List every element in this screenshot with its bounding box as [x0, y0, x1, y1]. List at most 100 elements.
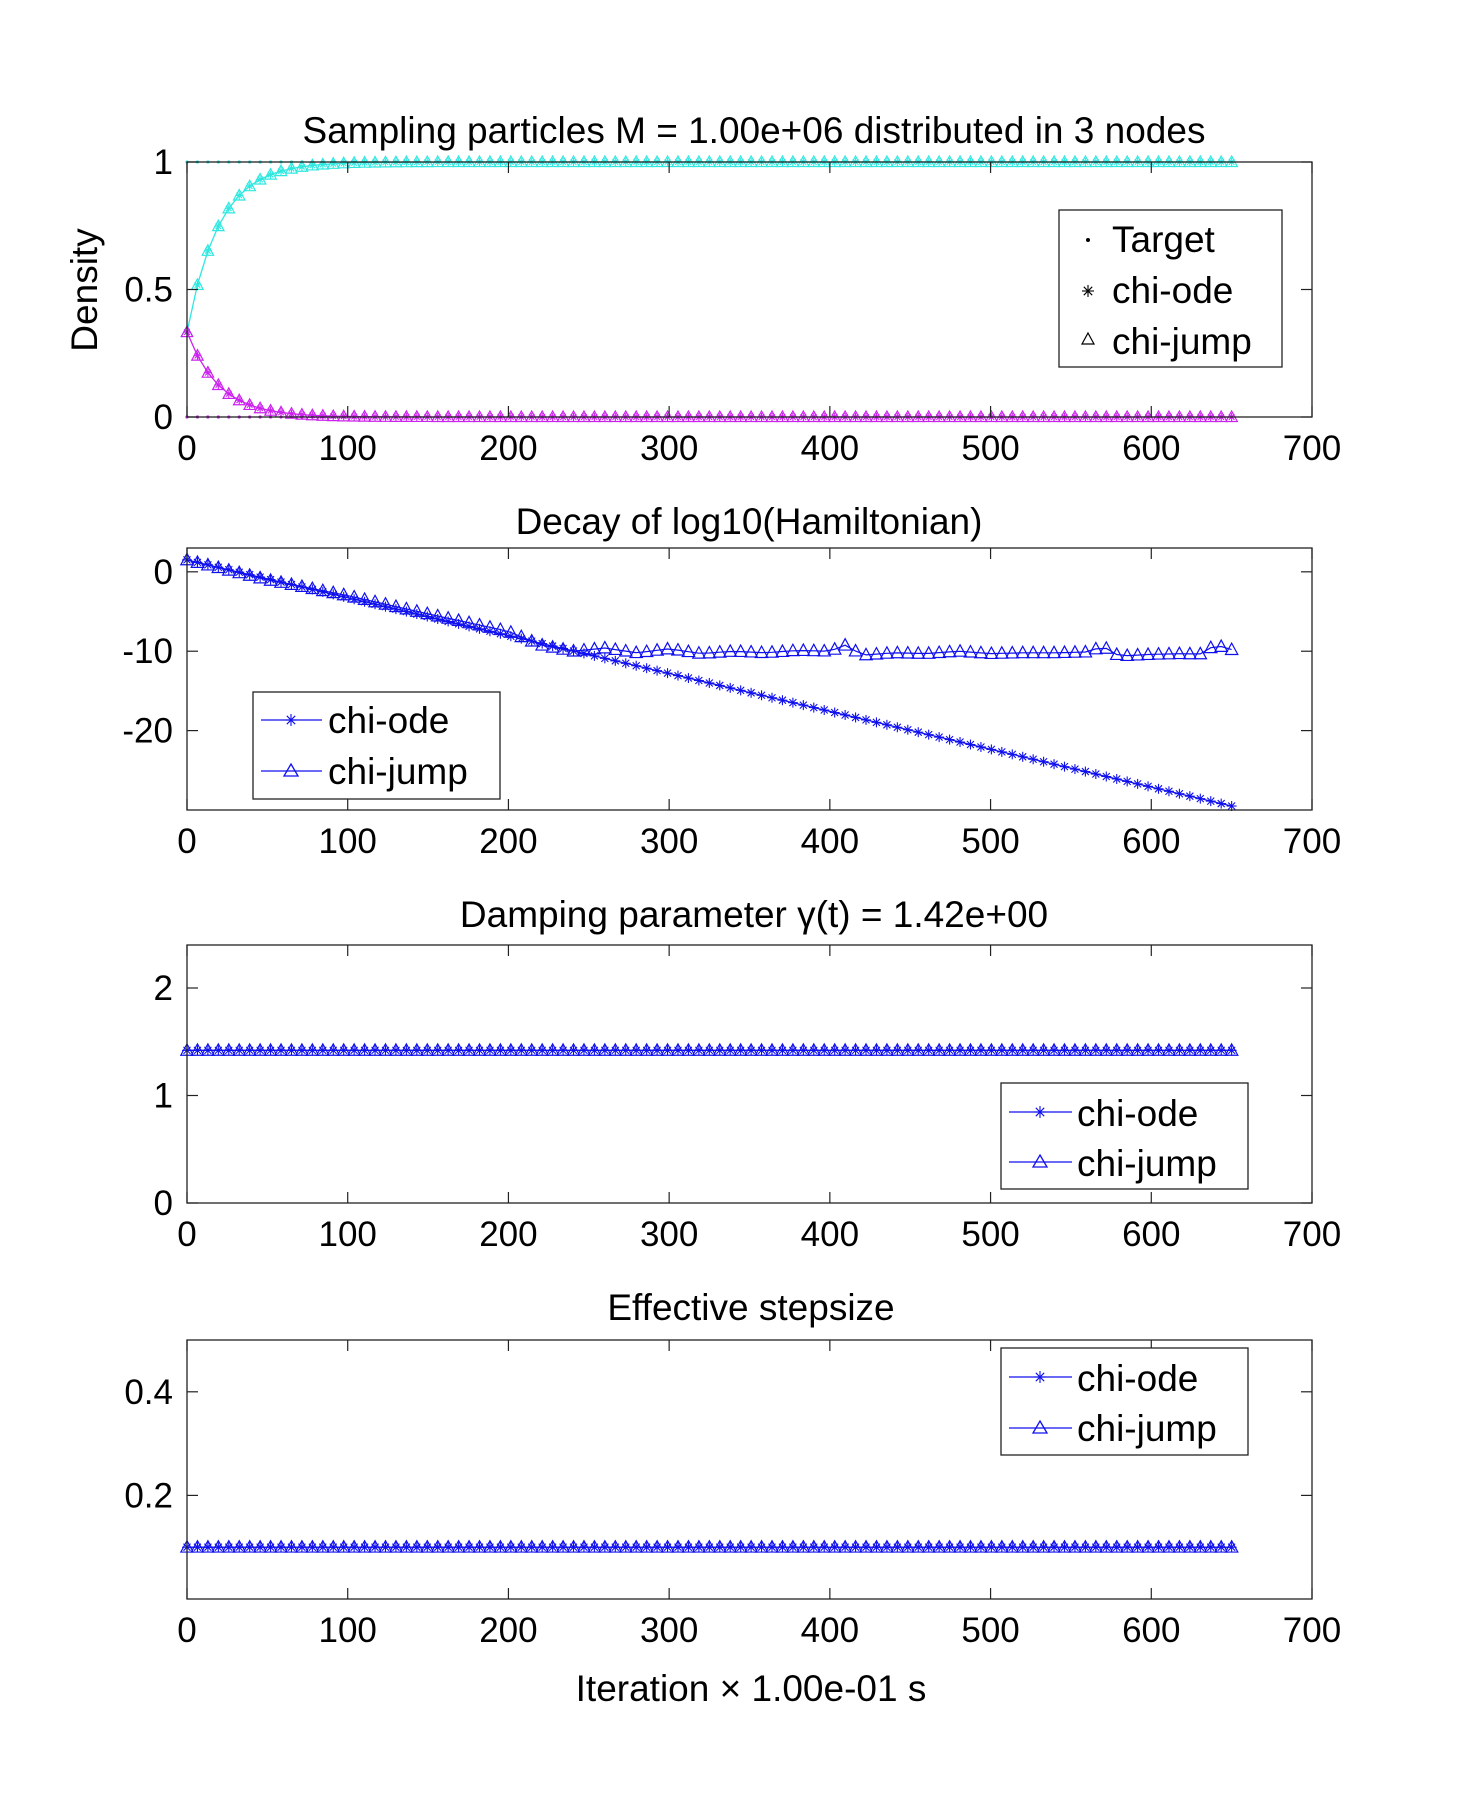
triangle-marker	[1119, 647, 1135, 662]
triangle-marker	[765, 154, 779, 168]
star-marker	[631, 660, 642, 671]
triangle-marker	[1214, 638, 1229, 653]
axes-box	[186, 944, 1313, 1204]
triangle-marker	[984, 409, 999, 423]
triangle-marker	[1016, 154, 1030, 168]
triangle-marker	[1015, 645, 1030, 659]
x-tick-label: 0	[177, 822, 196, 861]
panel-density: Sampling particles M = 1.00e+06 distribu…	[64, 110, 1341, 468]
legend-label-chi-ode: chi-ode	[1112, 270, 1233, 311]
triangle-marker	[775, 1539, 790, 1553]
triangle-marker	[901, 409, 915, 423]
star-stroke	[736, 686, 745, 695]
triangle-marker	[451, 1042, 466, 1056]
triangle-marker	[1161, 646, 1177, 660]
triangle-marker	[587, 1042, 602, 1056]
triangle-marker	[1119, 1539, 1135, 1553]
star-stroke	[1071, 765, 1079, 774]
triangle-marker	[1151, 154, 1166, 168]
triangle-marker	[1046, 1042, 1062, 1056]
triangle-marker	[963, 1539, 978, 1553]
triangle-marker	[1099, 154, 1113, 168]
triangle-marker	[649, 1042, 665, 1056]
triangle-marker	[253, 401, 267, 414]
y-tick-label: 0	[154, 553, 173, 592]
triangle-marker	[994, 1539, 1010, 1553]
triangle-marker	[1109, 646, 1124, 661]
star-stroke	[997, 747, 1006, 756]
triangle-marker	[555, 1042, 571, 1056]
triangle-marker	[315, 1539, 330, 1553]
star-marker	[923, 729, 934, 740]
triangle-marker	[1110, 154, 1124, 168]
triangle-marker	[1078, 1539, 1093, 1553]
triangle-marker	[995, 154, 1009, 168]
triangle-marker	[702, 1539, 717, 1553]
tick-marks: 0 100 200 300 400 500 600 700 0 0.5 1	[124, 143, 1341, 468]
star-marker-icon	[285, 714, 297, 726]
triangle-marker	[326, 156, 340, 169]
triangle-marker	[1140, 1042, 1156, 1056]
triangle-marker	[984, 1042, 999, 1056]
triangle-marker	[389, 409, 403, 422]
triangle-marker	[482, 1539, 498, 1553]
star-marker	[641, 663, 652, 674]
triangle-marker	[514, 1042, 529, 1056]
triangle-marker	[252, 570, 268, 584]
star-marker	[1059, 761, 1070, 772]
y-tick-label: 0.5	[124, 271, 173, 310]
triangle-marker	[1047, 154, 1061, 168]
triangle-marker	[534, 637, 550, 651]
triangle-marker	[472, 154, 487, 168]
legend-label-chi-jump: chi-jump	[1112, 321, 1252, 362]
triangle-marker	[440, 1539, 456, 1553]
star-marker	[986, 744, 997, 755]
star-stroke	[1112, 775, 1121, 783]
triangle-marker	[211, 218, 226, 232]
triangle-marker	[232, 565, 247, 579]
star-stroke	[778, 696, 787, 705]
triangle-marker	[743, 644, 759, 658]
triangle-marker	[754, 1539, 769, 1553]
triangle-marker	[367, 594, 383, 608]
triangle-marker	[1140, 1539, 1156, 1553]
triangle-marker	[1025, 645, 1041, 659]
panel-title: Sampling particles M = 1.00e+06 distribu…	[303, 110, 1206, 151]
triangle-marker	[263, 572, 278, 586]
star-marker	[902, 724, 913, 735]
triangle-marker	[1036, 154, 1051, 168]
triangle-marker	[900, 1042, 915, 1056]
triangle-marker	[598, 409, 612, 423]
star-marker	[484, 626, 495, 637]
star-stroke	[1175, 789, 1184, 798]
x-tick-label: 600	[1122, 822, 1180, 861]
star-stroke	[1083, 286, 1093, 296]
triangle-marker	[817, 1539, 832, 1553]
triangle-marker	[1026, 154, 1040, 168]
star-stroke	[851, 713, 860, 722]
triangle-marker	[869, 154, 884, 168]
triangle-marker	[346, 1042, 362, 1056]
triangle-marker	[1120, 409, 1134, 423]
star-stroke	[475, 624, 484, 633]
star-marker	[1090, 769, 1101, 780]
triangle-marker	[869, 646, 884, 660]
triangle-marker	[1089, 154, 1103, 168]
target-marker-icon	[1086, 238, 1090, 242]
x-tick-label: 200	[479, 822, 537, 861]
triangle-marker	[388, 1042, 404, 1056]
star-stroke	[799, 701, 808, 710]
triangle-marker	[201, 243, 215, 256]
triangle-marker	[994, 1042, 1010, 1056]
triangle-marker	[974, 154, 988, 168]
triangle-marker	[942, 644, 957, 658]
triangle-marker	[1151, 409, 1166, 423]
star-marker	[1082, 285, 1094, 297]
triangle-marker	[1057, 644, 1072, 659]
triangle-marker	[420, 1539, 435, 1553]
triangle-marker	[681, 1042, 696, 1056]
triangle-marker	[858, 1042, 874, 1056]
triangle-marker	[295, 159, 309, 172]
triangle-marker	[765, 409, 779, 423]
triangle-marker	[702, 154, 717, 168]
